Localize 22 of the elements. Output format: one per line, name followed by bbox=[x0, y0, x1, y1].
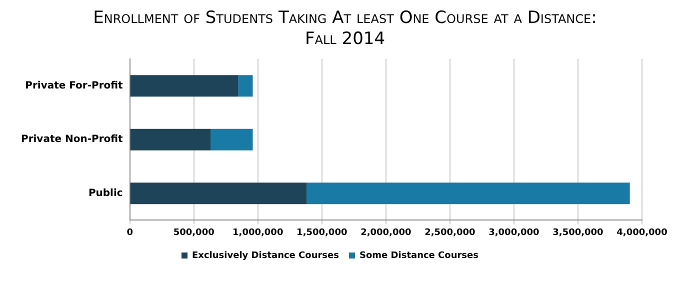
bar bbox=[210, 128, 253, 150]
y-tick-label: Private For-Profit bbox=[25, 80, 124, 92]
bar bbox=[306, 182, 630, 204]
x-tick-label: 500,000 bbox=[173, 228, 214, 238]
chart-subtitle: Fall 2014 bbox=[304, 29, 386, 50]
bar bbox=[130, 182, 307, 204]
legend-label: Exclusively Distance Courses bbox=[192, 250, 339, 261]
x-tick-label: 0 bbox=[126, 228, 133, 238]
x-tick-label: 4,000,000 bbox=[616, 228, 668, 238]
y-tick-label: Public bbox=[88, 188, 123, 199]
x-tick-label: 3,000,000 bbox=[488, 228, 540, 238]
x-tick-label: 1,500,000 bbox=[296, 228, 348, 238]
bar bbox=[130, 128, 210, 150]
x-tick-label: 2,500,000 bbox=[424, 228, 476, 238]
y-tick-label: Private Non-Profit bbox=[20, 134, 124, 146]
x-tick-label: 3,500,000 bbox=[552, 228, 604, 238]
x-tick-label: 1,000,000 bbox=[232, 228, 284, 238]
x-tick-label: 2,000,000 bbox=[360, 228, 412, 238]
bar bbox=[130, 75, 238, 97]
chart-title: Enrollment of Students Taking At least One Course at a Distance: bbox=[92, 8, 598, 29]
bar bbox=[238, 75, 253, 97]
legend-label: Some Distance Courses bbox=[360, 250, 478, 261]
